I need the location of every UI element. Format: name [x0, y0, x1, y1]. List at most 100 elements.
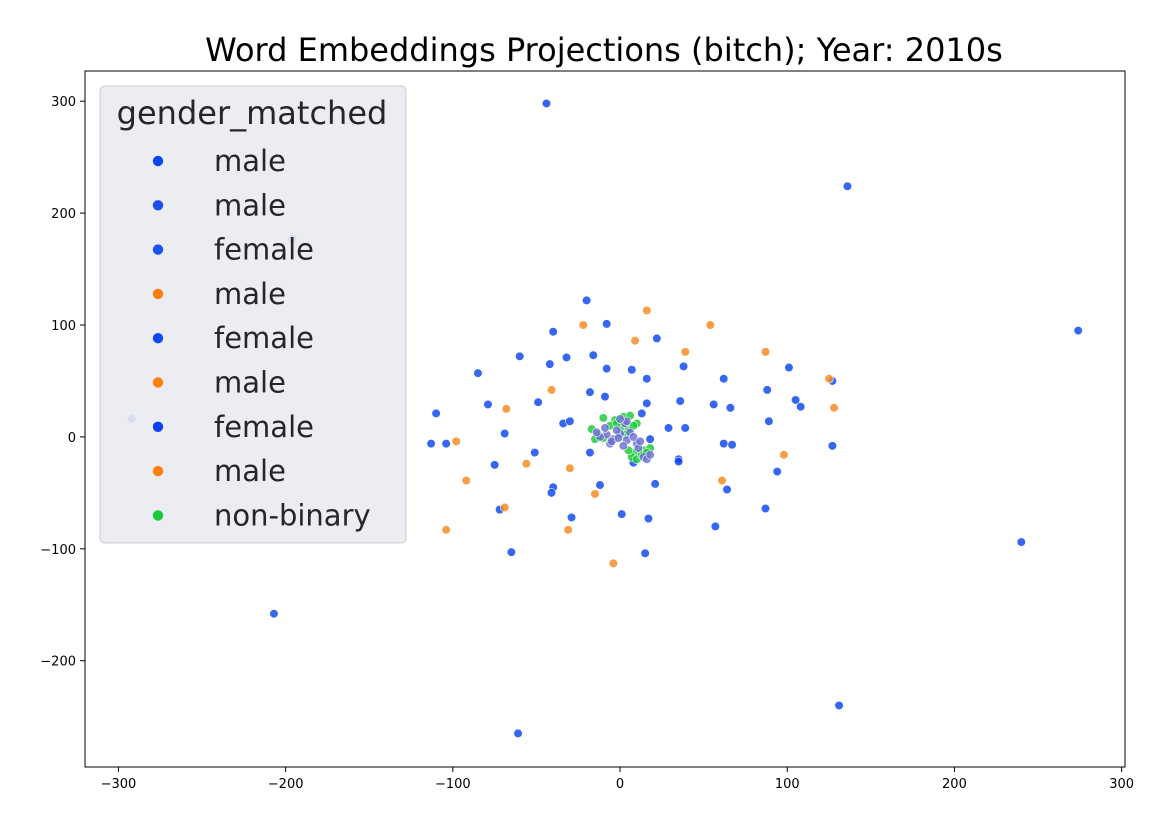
data-point-blue: [722, 484, 732, 495]
data-point-blue: [784, 362, 794, 373]
data-point-blue: [719, 439, 729, 449]
x-tick-label: 200: [942, 777, 967, 792]
legend-label: female: [214, 233, 314, 267]
x-tick-label: 0: [616, 777, 624, 792]
data-point-blue: [506, 547, 516, 557]
data-point-orange: [829, 403, 839, 413]
data-point-orange: [451, 436, 461, 446]
data-point-blue: [678, 361, 689, 372]
legend: gender_matched male male female male female m…: [99, 85, 407, 544]
data-point-blue: [637, 408, 647, 419]
data-point-blue: [834, 700, 844, 711]
data-point-cluster_mixed: [612, 425, 622, 435]
data-point-blue: [548, 327, 558, 337]
data-point-blue: [762, 385, 772, 395]
data-point-blue: [709, 399, 719, 410]
data-point-orange: [500, 502, 510, 512]
data-point-blue: [650, 479, 660, 489]
chart-title: Word Embeddings Projections (bitch); Yea…: [205, 31, 1003, 69]
data-point-orange: [779, 450, 789, 460]
axis-ticks: −300 −200 −100 0 100 200 300 −200 −100 0 100 200 300: [40, 95, 1134, 792]
data-point-blue: [1073, 326, 1083, 336]
data-point-blue: [582, 295, 592, 305]
data-point-orange: [461, 475, 471, 486]
data-point-blue: [500, 428, 510, 439]
data-point-blue: [441, 439, 451, 449]
data-point-orange: [680, 347, 690, 357]
data-point-blue: [652, 333, 662, 344]
data-point-cluster_mixed: [635, 436, 645, 446]
data-point-orange: [565, 463, 575, 473]
data-point-blue: [546, 488, 557, 498]
data-point-blue: [515, 351, 525, 361]
data-point-orange: [717, 475, 727, 486]
data-point-blue: [642, 398, 652, 408]
data-point-blue: [473, 368, 483, 378]
data-point-blue: [675, 396, 685, 406]
legend-label: male: [214, 366, 286, 400]
data-point-blue: [640, 548, 650, 558]
points-layer: [127, 98, 1083, 739]
data-point-blue: [566, 512, 577, 523]
data-point-orange: [824, 374, 834, 384]
data-point-blue: [1016, 537, 1026, 547]
data-point-blue: [561, 352, 572, 363]
data-point-cluster_mixed: [613, 433, 623, 443]
data-point-blue: [426, 439, 436, 449]
legend-label: male: [214, 277, 286, 311]
data-point-blue: [725, 403, 736, 413]
data-point-orange: [578, 320, 588, 330]
data-point-blue: [643, 513, 654, 524]
data-point-cluster_mixed: [592, 427, 602, 438]
data-point-blue: [588, 350, 598, 360]
legend-marker: [152, 244, 164, 255]
legend-box: [99, 85, 407, 544]
y-tick-label: 300: [51, 95, 76, 110]
data-point-blue: [719, 374, 729, 384]
legend-marker: [152, 510, 164, 521]
data-point-blue: [431, 408, 441, 419]
y-tick-label: −200: [40, 655, 76, 670]
data-point-cluster_mixed: [600, 423, 610, 433]
data-point-blue: [585, 387, 595, 397]
data-point-blue: [772, 466, 782, 477]
data-point-blue: [602, 319, 612, 329]
data-point-blue: [565, 416, 575, 426]
legend-marker: [152, 288, 164, 300]
data-point-blue: [764, 416, 774, 426]
data-point-blue: [269, 609, 279, 619]
data-point-blue: [530, 447, 540, 458]
legend-label: female: [214, 410, 314, 444]
data-point-blue: [600, 392, 610, 402]
legend-marker: [152, 155, 164, 167]
data-point-orange: [521, 459, 532, 469]
x-tick-label: 100: [775, 777, 800, 792]
x-tick-label: 300: [1109, 777, 1134, 792]
data-point-orange: [501, 404, 511, 414]
data-point-blue: [541, 98, 552, 109]
data-point-orange: [441, 525, 451, 535]
legend-title: gender_matched: [117, 94, 388, 132]
data-point-cluster_mixed: [628, 432, 639, 442]
x-tick-label: −200: [268, 777, 304, 792]
data-point-blue: [673, 456, 684, 467]
x-tick-label: −300: [101, 777, 137, 792]
data-point-orange: [608, 558, 618, 568]
data-point-blue: [727, 440, 737, 450]
legend-entries: male male female male female male female male no…: [152, 144, 371, 532]
legend-marker: [152, 333, 164, 344]
data-point-blue: [791, 395, 801, 405]
data-point-blue: [490, 460, 500, 470]
data-point-blue: [645, 434, 655, 444]
legend-label: male: [214, 454, 286, 488]
x-tick-label: −100: [435, 777, 471, 792]
data-point-blue: [627, 365, 637, 375]
legend-marker: [152, 377, 164, 388]
data-point-orange: [630, 336, 640, 346]
data-point-blue: [827, 441, 837, 451]
data-point-blue: [680, 423, 690, 433]
data-point-orange: [590, 489, 600, 499]
legend-label: male: [214, 144, 286, 178]
legend-marker: [152, 465, 164, 477]
y-tick-label: 200: [51, 207, 76, 222]
